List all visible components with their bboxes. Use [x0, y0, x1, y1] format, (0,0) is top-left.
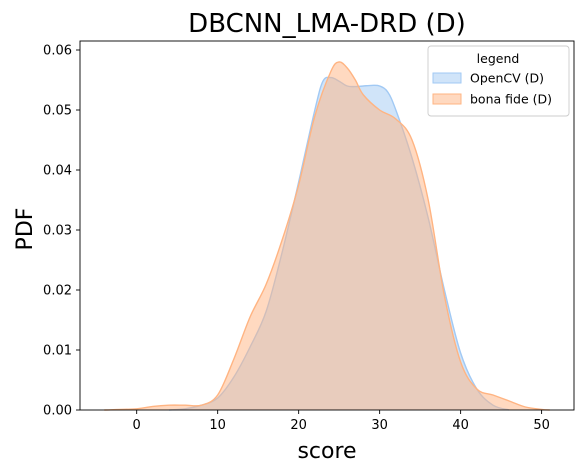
legend-label-1: OpenCV (D)	[470, 71, 544, 86]
y-tick-label: 0.04	[43, 164, 72, 179]
y-tick-label: 0.00	[43, 404, 72, 419]
legend-swatch-2	[432, 93, 462, 105]
legend-frame	[427, 45, 570, 117]
y-axis: 0.00 0.01 0.02 0.03 0.04 0.05 0.06	[43, 44, 80, 419]
x-axis-title: score	[297, 439, 356, 464]
legend-entries: OpenCV (D) bona fide (D)	[432, 71, 552, 107]
chart-title: DBCNN_LMA-DRD (D)	[188, 9, 466, 39]
y-tick-label: 0.02	[43, 284, 72, 299]
y-tick-label: 0.06	[43, 44, 72, 59]
x-tick-label: 30	[371, 418, 388, 433]
x-axis: 0 10 20 30 40 50	[133, 410, 550, 433]
legend-swatch-1	[432, 72, 462, 84]
legend-label-2: bona fide (D)	[470, 92, 552, 107]
legend: legend OpenCV (D) bona fide (D)	[427, 45, 570, 117]
y-tick-label: 0.01	[43, 344, 72, 359]
y-tick-label: 0.05	[43, 104, 72, 119]
y-tick-label: 0.03	[43, 224, 72, 239]
density-area-2	[104, 61, 550, 410]
y-axis-title: PDF	[13, 208, 38, 251]
density-areas	[104, 61, 550, 411]
x-tick-label: 50	[533, 418, 550, 433]
density-line-2	[104, 61, 550, 411]
x-tick-label: 10	[209, 418, 226, 433]
x-tick-label: 20	[290, 418, 307, 433]
plot-frame	[79, 40, 575, 411]
x-tick-label: 0	[133, 418, 141, 433]
x-tick-label: 40	[452, 418, 469, 433]
legend-title: legend	[477, 51, 520, 66]
